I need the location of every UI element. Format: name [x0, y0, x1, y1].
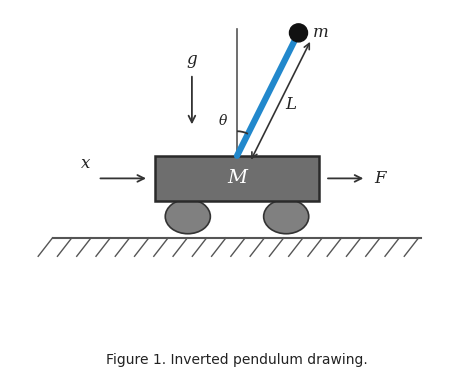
Text: x: x — [81, 155, 90, 172]
Ellipse shape — [165, 199, 210, 234]
Bar — [155, 156, 319, 201]
Text: L: L — [285, 96, 296, 113]
Text: g: g — [187, 51, 197, 68]
Text: m: m — [313, 24, 328, 41]
Text: θ: θ — [219, 114, 227, 128]
Text: F: F — [375, 170, 386, 187]
Text: Figure 1. Inverted pendulum drawing.: Figure 1. Inverted pendulum drawing. — [106, 353, 368, 367]
Circle shape — [290, 24, 308, 42]
Ellipse shape — [264, 199, 309, 234]
Text: M: M — [227, 169, 247, 187]
